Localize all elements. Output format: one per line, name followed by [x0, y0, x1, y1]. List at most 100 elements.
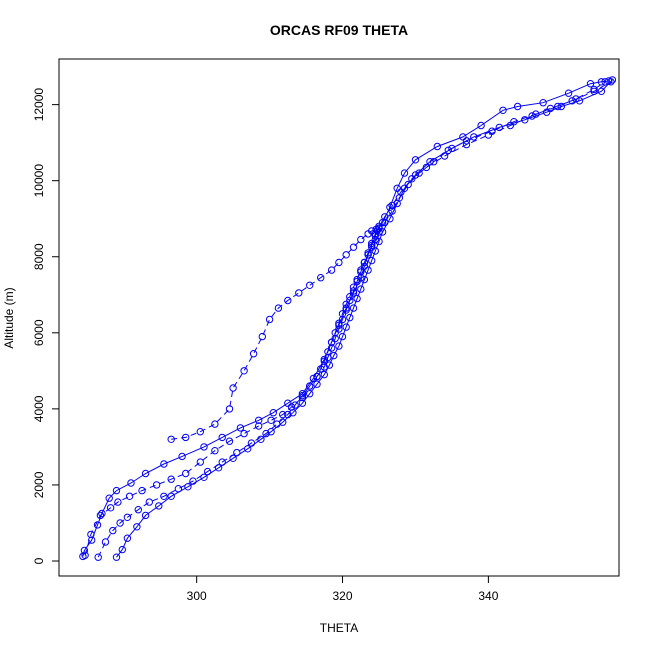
data-point	[335, 342, 343, 350]
y-tick-label: 8000	[32, 243, 46, 270]
data-point	[338, 315, 347, 324]
data-point	[368, 256, 376, 265]
data-point	[127, 479, 135, 487]
data-point	[368, 239, 376, 248]
data-point	[101, 538, 110, 546]
data-point	[167, 435, 175, 443]
data-point	[306, 382, 314, 390]
data-point	[152, 481, 161, 489]
y-tick-label: 10000	[32, 164, 46, 198]
data-point	[313, 380, 321, 388]
data-point	[462, 137, 471, 145]
data-point	[357, 268, 365, 276]
data-point	[255, 422, 263, 430]
data-point	[269, 409, 277, 417]
data-point	[267, 428, 275, 436]
y-axis: 0 2000 4000 6000 8000 10000 12000	[32, 88, 60, 564]
data-point	[279, 410, 287, 419]
data-point	[568, 97, 576, 105]
data-point	[375, 237, 383, 246]
data-point	[357, 285, 365, 293]
data-point	[306, 390, 314, 398]
data-point	[182, 469, 190, 478]
data-point	[388, 201, 396, 210]
data-point	[274, 304, 283, 312]
data-point	[123, 513, 132, 521]
data-point	[145, 498, 154, 506]
data-point	[349, 243, 358, 251]
data-point	[426, 158, 434, 166]
data-point	[225, 437, 234, 445]
y-axis-title: Altitude (m)	[2, 287, 16, 348]
data-point	[335, 325, 343, 333]
data-point	[211, 420, 219, 428]
data-point	[364, 266, 372, 274]
data-point	[477, 121, 485, 130]
data-point	[415, 169, 423, 177]
data-point	[240, 429, 248, 438]
data-point	[400, 169, 409, 177]
data-point	[393, 199, 401, 208]
data-point	[532, 110, 540, 118]
data-point	[229, 454, 237, 462]
y-tick-label: 6000	[32, 319, 46, 346]
data-point	[160, 460, 168, 468]
data-point	[200, 473, 208, 481]
data-point	[404, 180, 412, 189]
data-point	[298, 399, 307, 407]
data-point	[375, 224, 383, 232]
series-line	[116, 79, 613, 558]
data-point	[575, 97, 584, 105]
data-point	[200, 443, 208, 451]
data-point	[408, 175, 416, 183]
data-point	[342, 306, 350, 314]
data-point	[80, 546, 89, 555]
data-point	[393, 184, 401, 193]
data-point	[317, 274, 325, 282]
data-point	[381, 213, 389, 221]
data-point	[495, 123, 503, 132]
data-point	[521, 116, 529, 124]
data-point	[444, 146, 452, 155]
data-point	[313, 372, 321, 381]
plot-frame	[58, 58, 620, 577]
data-point	[214, 464, 223, 472]
data-point	[338, 332, 347, 341]
data-point	[368, 227, 376, 235]
data-point	[118, 545, 127, 554]
data-point	[87, 530, 95, 539]
data-point	[258, 332, 266, 341]
data-point	[364, 249, 372, 257]
data-point	[411, 171, 420, 179]
series-3	[94, 78, 615, 561]
data-point	[327, 344, 336, 352]
data-point	[279, 418, 287, 426]
data-point	[141, 469, 150, 478]
data-point	[178, 452, 186, 461]
data-point	[116, 519, 124, 527]
data-point	[298, 391, 307, 400]
data-point	[123, 534, 132, 542]
data-point	[184, 483, 192, 491]
data-point	[349, 304, 358, 312]
data-point	[543, 108, 551, 116]
data-point	[546, 104, 555, 113]
data-point	[109, 526, 117, 535]
y-tick-label: 4000	[32, 395, 46, 422]
data-point	[298, 393, 307, 402]
data-point	[513, 102, 522, 111]
data-point	[138, 486, 146, 495]
data-point	[608, 76, 617, 84]
data-point	[88, 536, 96, 544]
data-point	[607, 78, 615, 86]
data-point	[93, 521, 102, 529]
data-point	[225, 405, 234, 413]
data-point	[357, 235, 365, 244]
y-tick-label: 12000	[32, 88, 46, 122]
data-point	[346, 296, 354, 305]
data-point	[342, 323, 350, 331]
data-point	[360, 258, 369, 267]
data-point	[196, 428, 205, 436]
series-4	[112, 76, 617, 561]
